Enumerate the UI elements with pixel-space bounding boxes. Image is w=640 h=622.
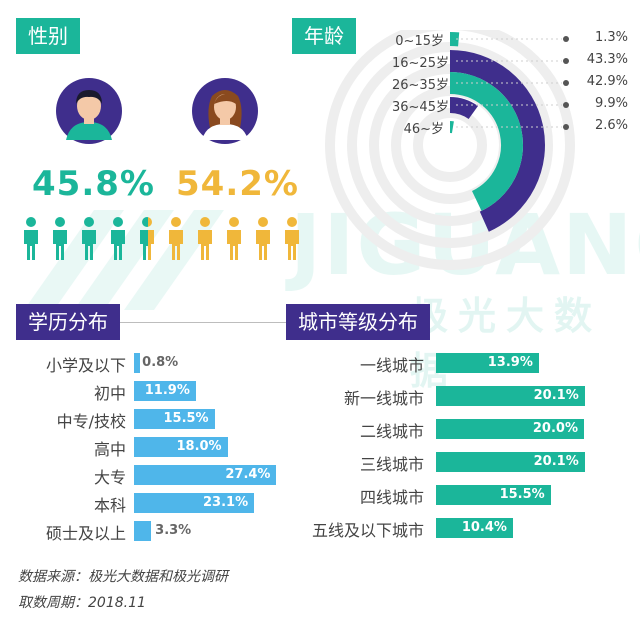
edu-bar: [134, 521, 152, 541]
edu-bar: [134, 381, 196, 401]
age-value: 1.3%: [594, 30, 628, 45]
city-bar: [436, 485, 551, 505]
city-label: 五线及以下城市: [311, 521, 424, 540]
person-icon: [111, 217, 125, 260]
city-title-rule: [258, 322, 298, 323]
city-bar: [436, 518, 513, 538]
edu-bar: [134, 353, 140, 373]
edu-bar: [134, 465, 277, 485]
person-icon: [256, 217, 270, 260]
city-label: 四线城市: [359, 488, 424, 507]
edu-value: 0.8%: [142, 355, 179, 370]
age-arc: [449, 97, 478, 120]
female-avatar-icon: [192, 78, 258, 144]
city-value: 20.0%: [532, 421, 578, 436]
city-label: 新一线城市: [343, 389, 424, 408]
education-title: 学历分布: [16, 304, 120, 340]
edu-label: 初中: [93, 384, 126, 403]
city-bar: [436, 386, 585, 406]
age-value: 42.9%: [586, 74, 628, 89]
city-label: 三线城市: [359, 455, 424, 474]
age-label: 26~35岁: [392, 78, 449, 93]
city-title: 城市等级分布: [286, 304, 430, 340]
age-radial-chart: [325, 30, 575, 270]
edu-bar: [134, 409, 215, 429]
city-bar: [436, 419, 584, 439]
city-value: 20.1%: [533, 454, 579, 469]
age-label: 46~岁: [403, 122, 444, 137]
city-label: 二线城市: [359, 422, 424, 441]
edu-bar: [134, 437, 228, 457]
person-icon: [285, 217, 299, 260]
person-icon: [227, 217, 241, 260]
person-icon: [24, 217, 38, 260]
age-arc: [449, 72, 523, 211]
person-icon: [198, 217, 212, 260]
age-leader-dot: [563, 80, 569, 86]
footer-source: 数据来源：极光大数据和极光调研: [18, 569, 228, 585]
gender-title: 性别: [16, 18, 80, 54]
age-label: 0~15岁: [395, 34, 444, 49]
city-bar: [436, 452, 585, 472]
age-leader-dot: [563, 102, 569, 108]
edu-value: 23.1%: [203, 495, 249, 510]
female-percent: 54.2%: [176, 164, 299, 204]
city-bar: [436, 353, 539, 373]
city-value: 15.5%: [499, 487, 545, 502]
age-value: 9.9%: [594, 96, 628, 111]
gender-people-row: [24, 217, 299, 260]
city-value: 13.9%: [487, 355, 533, 370]
person-icon: [82, 217, 96, 260]
age-label: 16~25岁: [392, 56, 449, 71]
age-value: 2.6%: [594, 118, 628, 133]
male-percent: 45.8%: [32, 164, 155, 204]
age-ring-background: [325, 30, 575, 270]
edu-bar: [134, 493, 255, 513]
edu-label: 硕士及以上: [45, 524, 126, 543]
edu-value: 15.5%: [163, 411, 209, 426]
age-ring-background: [347, 42, 553, 248]
age-leader-dot: [563, 58, 569, 64]
age-leader-dot: [563, 36, 569, 42]
edu-label: 高中: [93, 440, 126, 459]
city-value: 20.1%: [533, 388, 579, 403]
person-icon: [169, 217, 183, 260]
edu-value: 3.3%: [155, 523, 192, 538]
city-label: 一线城市: [359, 356, 424, 375]
edu-value: 11.9%: [144, 383, 190, 398]
age-leader-dot: [563, 124, 569, 130]
age-label: 36~45岁: [392, 100, 449, 115]
edu-value: 18.0%: [176, 439, 222, 454]
edu-label: 中专/技校: [56, 412, 126, 431]
age-title: 年龄: [292, 18, 356, 54]
person-icon: [53, 217, 67, 260]
male-avatar-icon: [56, 78, 122, 144]
age-value: 43.3%: [586, 52, 628, 67]
edu-label: 本科: [93, 496, 126, 515]
edu-label: 小学及以下: [45, 356, 126, 375]
person-icon: [140, 217, 154, 260]
edu-value: 27.4%: [225, 467, 271, 482]
watermark-brand-cn: 极光大数据: [410, 294, 603, 393]
edu-title-rule: [16, 322, 286, 323]
edu-label: 大专: [93, 468, 126, 487]
city-value: 10.4%: [461, 520, 507, 535]
footer-period: 取数周期：2018.11: [18, 595, 146, 611]
